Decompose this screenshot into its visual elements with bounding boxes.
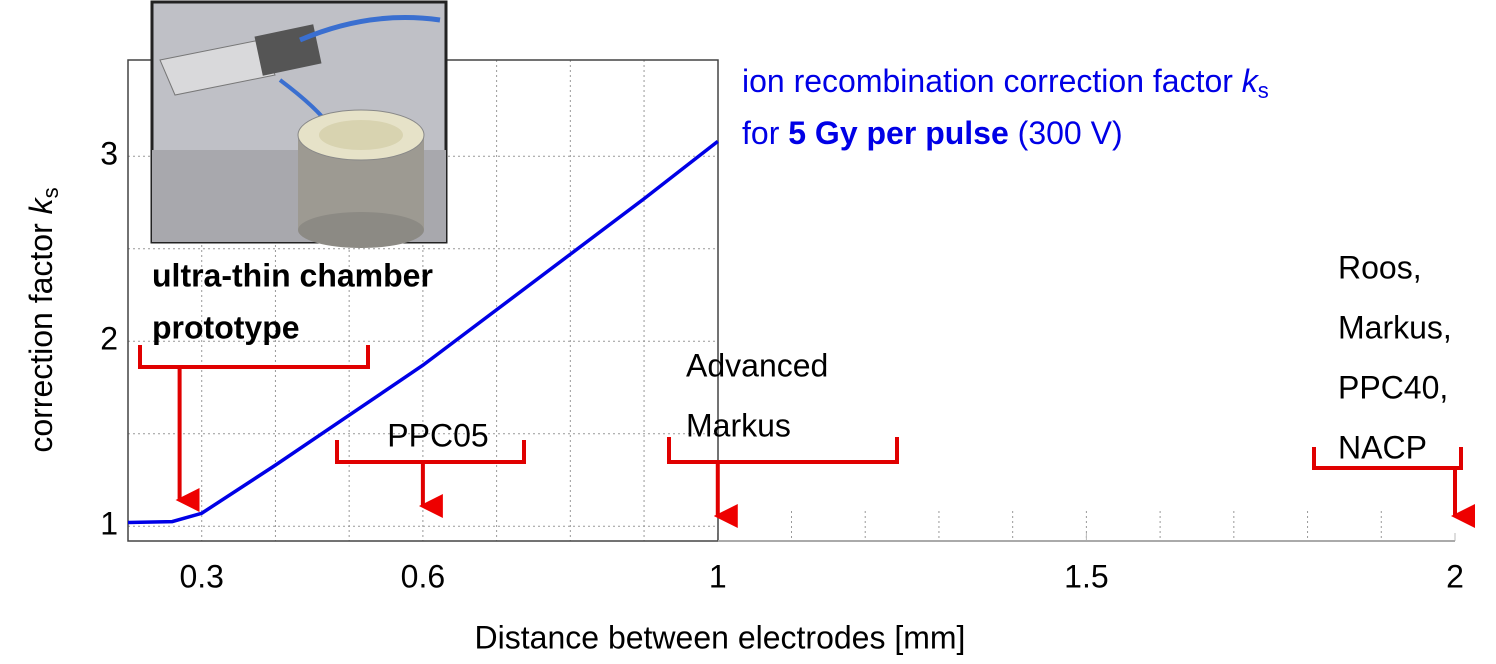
annotation: prototype <box>152 309 300 345</box>
chart-title: for 5 Gy per pulse (300 V) <box>742 115 1123 151</box>
title-part: k <box>1242 63 1260 99</box>
x-tick-label: 0.6 <box>401 558 445 594</box>
x-tick-label: 2 <box>1446 558 1464 594</box>
title-part: s <box>1258 78 1269 103</box>
title-part: for <box>742 115 788 151</box>
annotation: PPC05 <box>387 417 488 453</box>
bracket <box>1312 447 1463 470</box>
annotation: PPC40, <box>1338 369 1448 405</box>
y-axis-label-part: k <box>23 196 59 214</box>
x-tick-label: 1 <box>709 558 727 594</box>
title-part: 5 Gy per pulse <box>788 115 1009 151</box>
x-tick-label: 0.3 <box>179 558 223 594</box>
photo <box>150 0 448 248</box>
bracket <box>138 345 370 369</box>
y-tick-label: 1 <box>100 506 118 542</box>
chart-title: ion recombination correction factor ks <box>742 63 1269 102</box>
annotation: ultra-thin chamber <box>152 257 433 293</box>
annotation: NACP <box>1338 429 1427 465</box>
title-part: ion recombination correction factor <box>742 63 1242 99</box>
y-tick-label: 2 <box>100 321 118 357</box>
x-tick-label: 1.5 <box>1064 558 1108 594</box>
annotation: Markus <box>686 407 791 443</box>
y-axis-label-part: correction factor <box>23 214 59 452</box>
data-line <box>127 140 719 525</box>
y-axis-label-part: s <box>38 187 63 198</box>
annotation: Advanced <box>686 347 828 383</box>
x-axis-label: Distance between electrodes [mm] <box>475 619 966 655</box>
annotation: Roos, <box>1338 249 1422 285</box>
y-tick-label: 3 <box>100 136 118 172</box>
bracket <box>667 437 899 464</box>
annotation: Markus, <box>1338 309 1452 345</box>
y-axis-label: correction factor ks <box>23 187 62 452</box>
bracket <box>335 440 526 464</box>
title-part: (300 V) <box>1009 115 1123 151</box>
